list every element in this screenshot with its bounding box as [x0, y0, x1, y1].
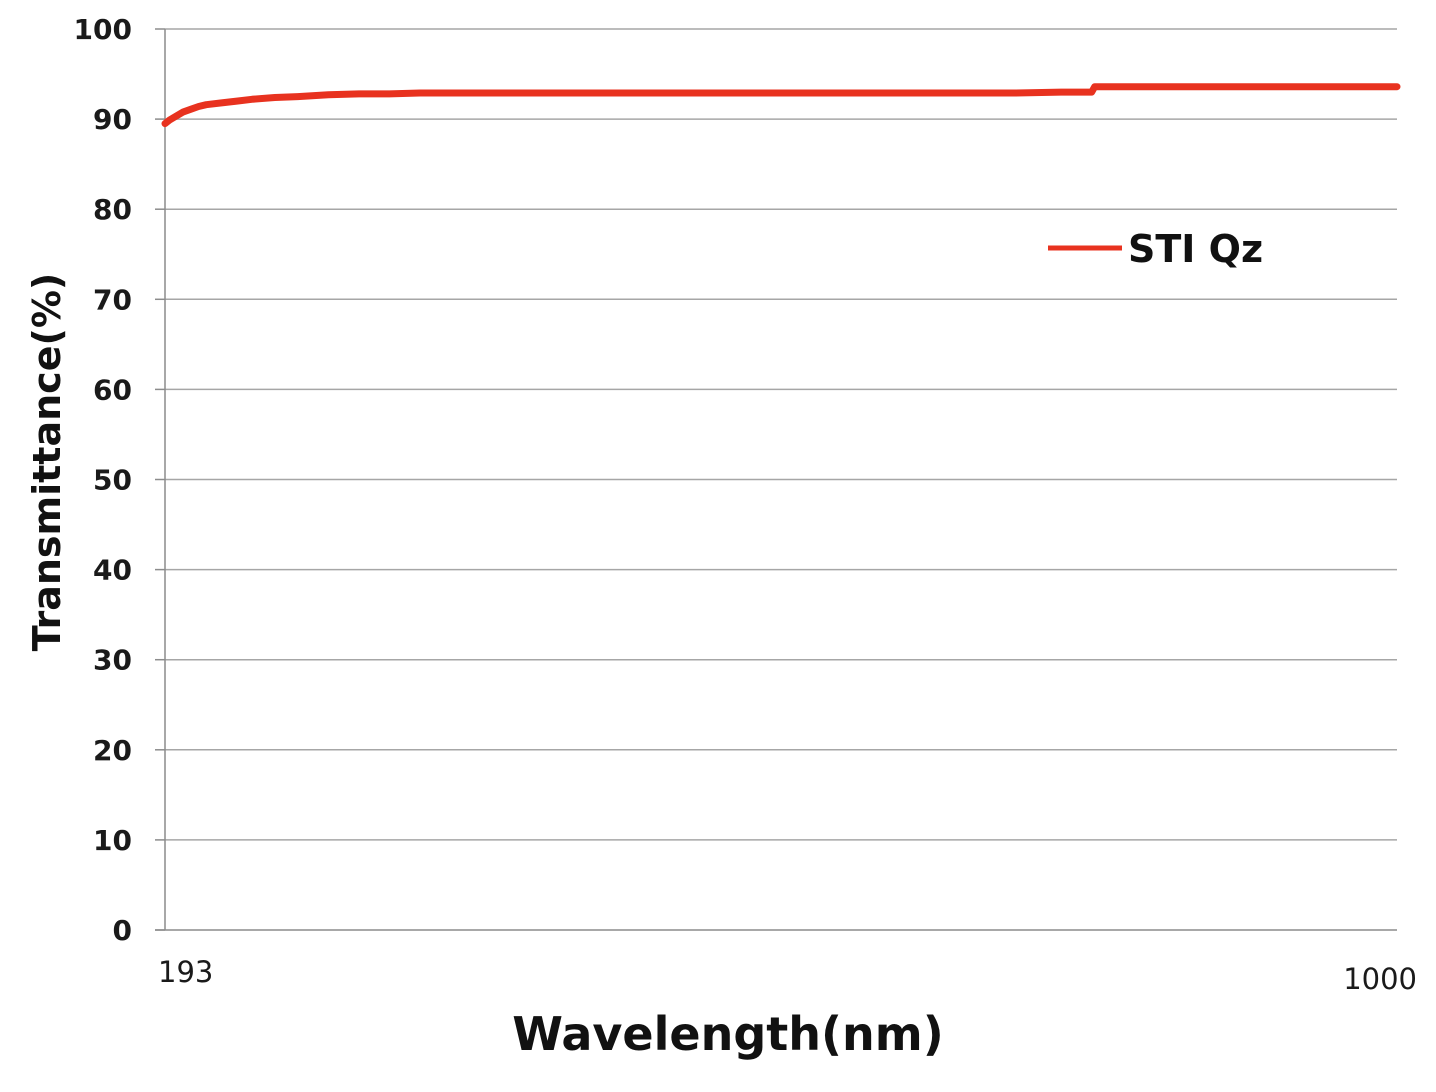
legend-label-sti-qz: STI Qz — [1128, 227, 1263, 271]
gridlines — [155, 28, 1397, 931]
x-tick-label-1000: 1000 — [1343, 962, 1417, 996]
y-tick-label-90: 90 — [93, 103, 132, 136]
y-tick-label-30: 30 — [93, 644, 132, 677]
y-tick-label-70: 70 — [93, 283, 132, 316]
y-axis-title: Transmittance(%) — [25, 273, 69, 652]
x-axis-title: Wavelength(nm) — [512, 1007, 943, 1061]
y-tick-label-10: 10 — [93, 824, 132, 857]
x-tick-labels: 193 1000 — [158, 955, 1417, 996]
series-line-sti-qz — [161, 83, 1401, 128]
y-tick-label-20: 20 — [93, 734, 132, 767]
y-tick-label-80: 80 — [93, 193, 132, 226]
y-tick-label-50: 50 — [93, 464, 132, 497]
legend: STI Qz — [1048, 227, 1263, 271]
y-tick-labels: 0 10 20 30 40 50 60 70 80 90 100 — [74, 13, 132, 947]
y-tick-label-100: 100 — [74, 13, 132, 46]
y-tick-label-60: 60 — [93, 373, 132, 406]
axes — [155, 29, 1397, 931]
y-tick-label-40: 40 — [93, 554, 132, 587]
x-tick-label-193: 193 — [158, 955, 213, 989]
y-tick-label-0: 0 — [113, 914, 132, 947]
series-layer — [161, 83, 1401, 128]
